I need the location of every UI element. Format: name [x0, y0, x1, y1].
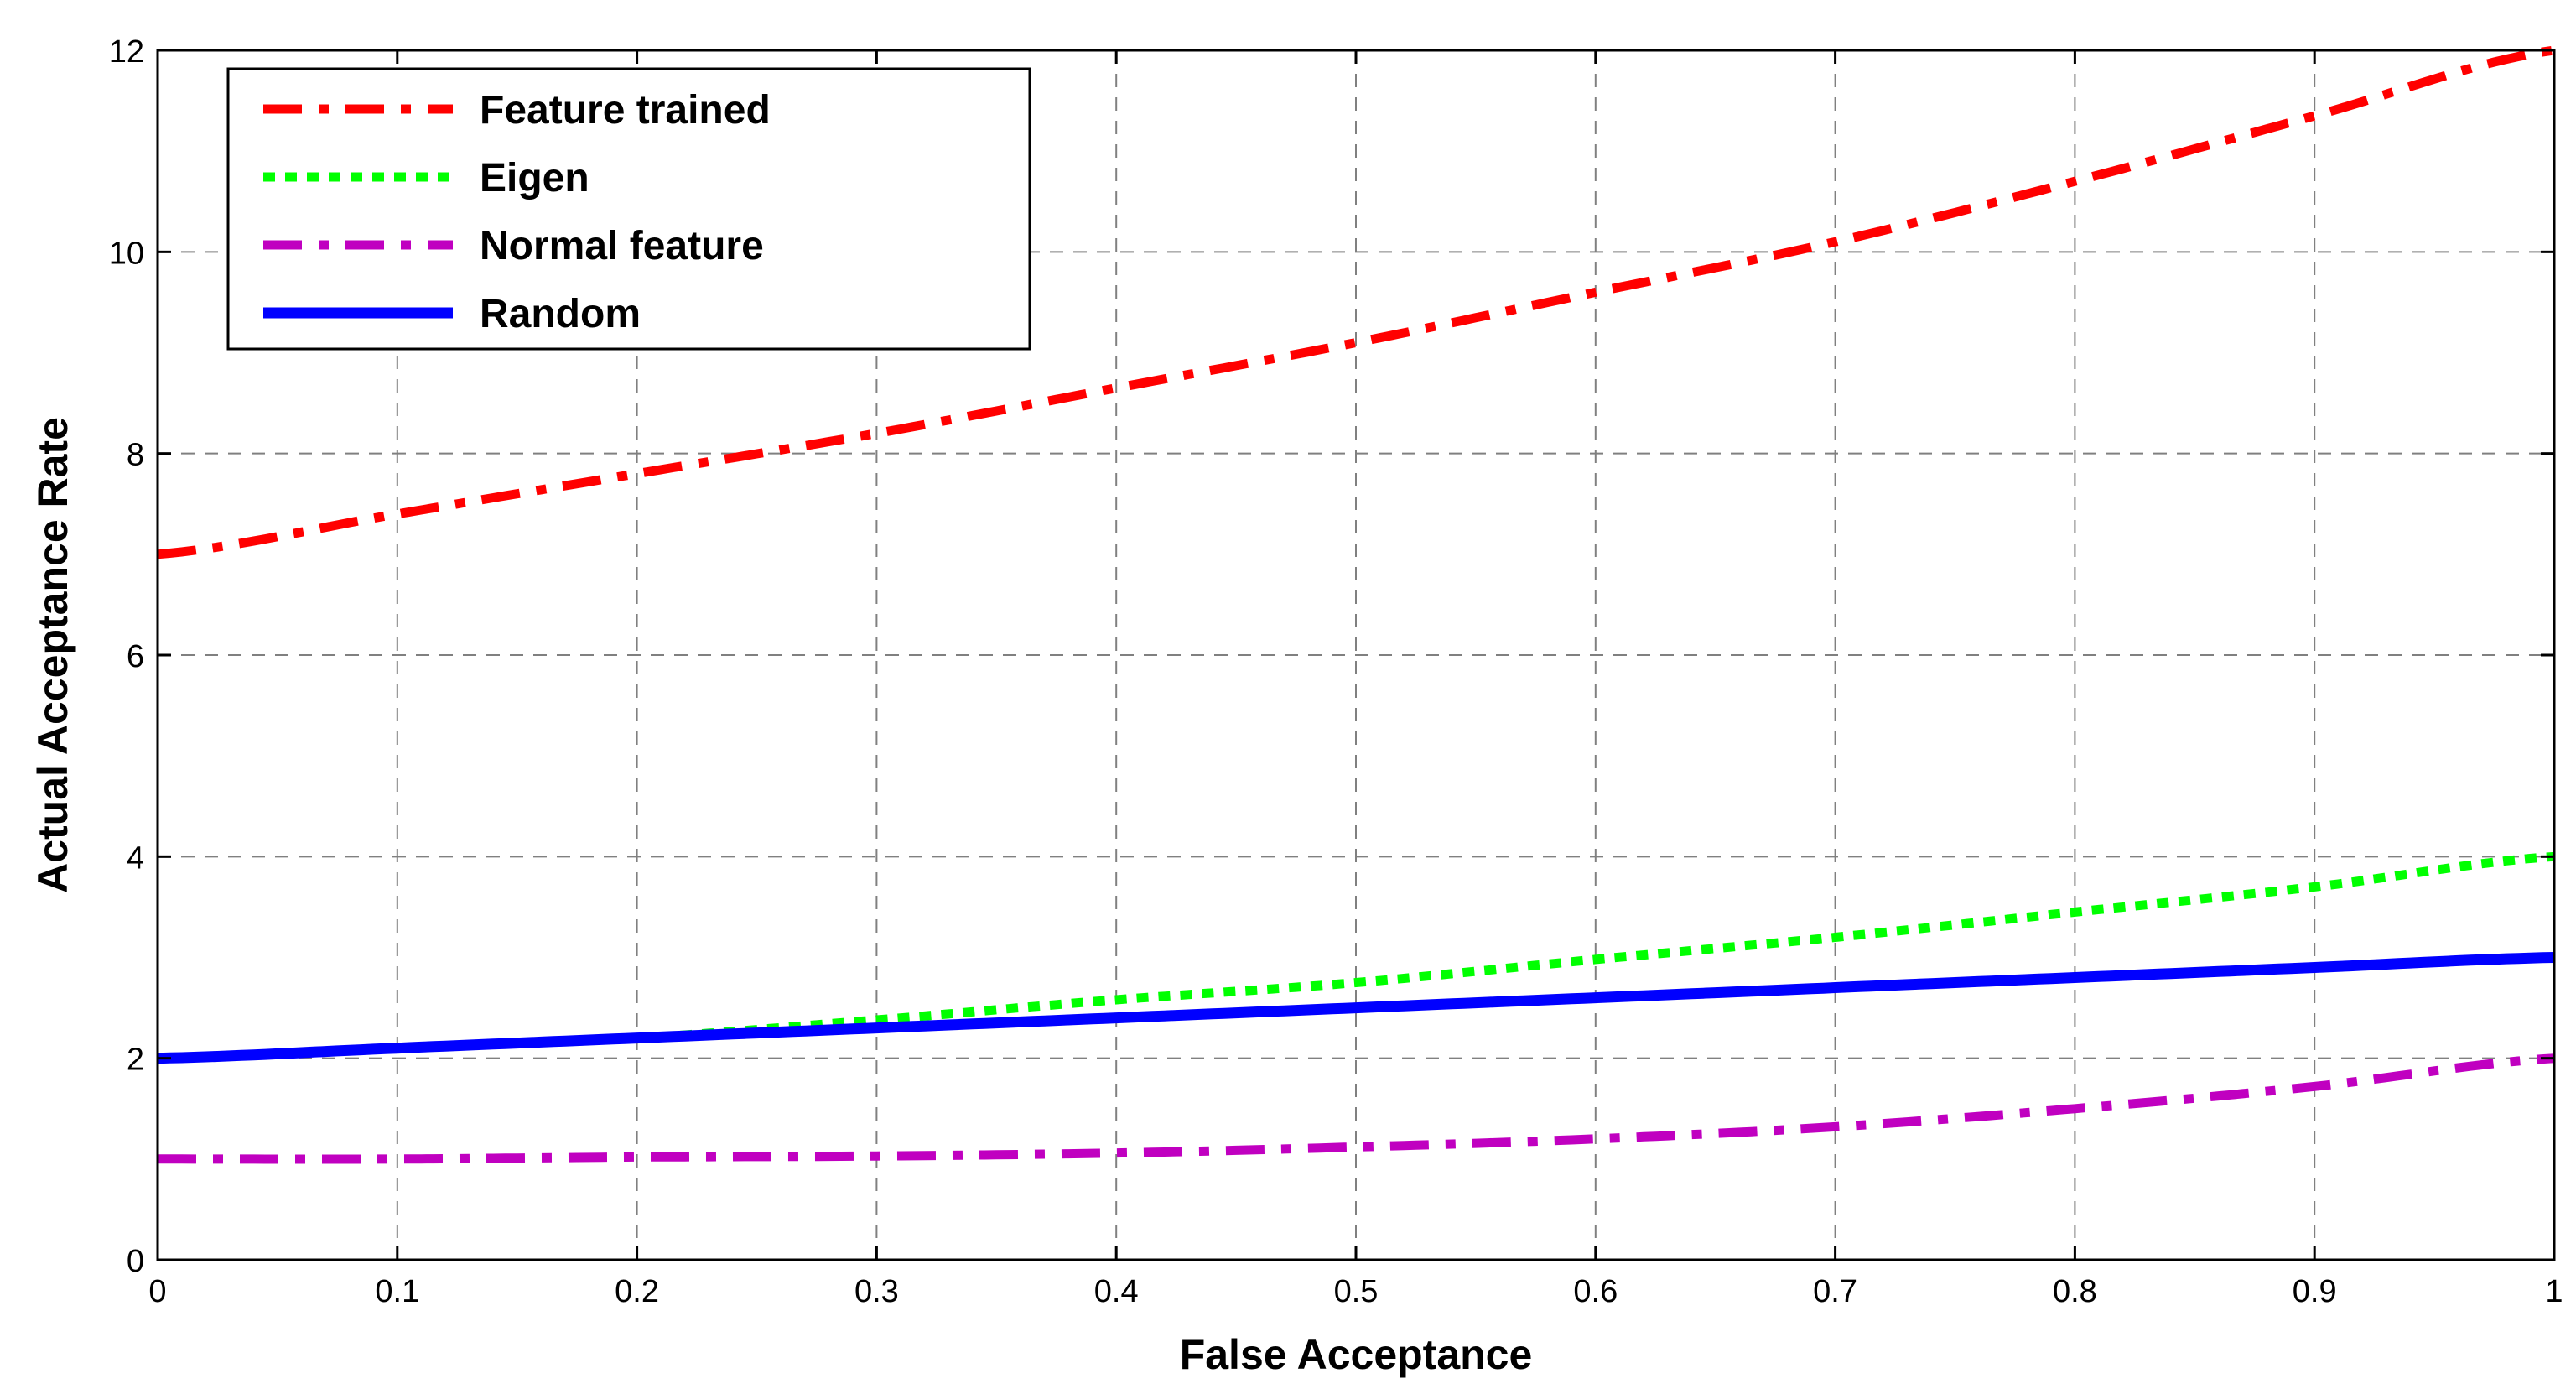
axis-ticks	[156, 49, 2556, 1261]
series-lines	[157, 45, 2555, 1164]
x-tick-label: 0.5	[1334, 1274, 1379, 1309]
y-tick-label: 10	[109, 236, 144, 271]
x-tick-label: 1	[2545, 1274, 2563, 1309]
y-tick-label: 4	[127, 840, 144, 876]
y-tick-label: 2	[127, 1043, 144, 1078]
x-tick-label: 0.1	[375, 1274, 419, 1309]
y-axis-title: Actual Acceptance Rate	[29, 417, 76, 893]
grid-lines	[158, 50, 2554, 1260]
x-tick-label: 0.2	[615, 1274, 659, 1309]
legend: Feature trained Eigen Normal feature Random	[226, 67, 1031, 351]
x-tick-label: 0.9	[2293, 1274, 2337, 1309]
legend-label: Eigen	[480, 156, 589, 200]
x-tick-label: 0.6	[1573, 1274, 1618, 1309]
x-tick-label: 0.8	[2053, 1274, 2097, 1309]
legend-label: Feature trained	[480, 88, 771, 133]
y-tick-label: 6	[127, 639, 144, 674]
legend-label: Random	[480, 292, 641, 336]
legend-label: Normal feature	[480, 224, 764, 268]
y-tick-label: 12	[109, 34, 144, 70]
legend-box	[226, 67, 1031, 351]
series-line-feature-trained	[157, 45, 2555, 559]
series-line-random	[157, 952, 2555, 1064]
y-tick-label: 8	[127, 438, 144, 473]
y-tick-label: 0	[127, 1244, 144, 1279]
x-tick-label: 0.7	[1813, 1274, 1857, 1309]
x-tick-label: 0	[148, 1274, 166, 1309]
x-tick-label: 0.3	[854, 1274, 899, 1309]
x-tick-label: 0.4	[1094, 1274, 1139, 1309]
x-axis-title: False Acceptance	[1180, 1331, 1533, 1378]
series-line-normal-feature	[158, 1053, 2555, 1164]
